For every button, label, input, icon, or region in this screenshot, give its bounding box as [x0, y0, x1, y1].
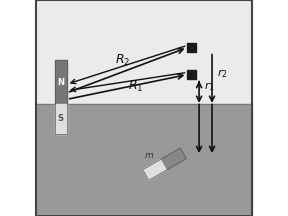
Bar: [55, 60, 67, 104]
Text: N: N: [57, 78, 64, 87]
Bar: [36, 104, 252, 216]
Bar: [143, 159, 168, 180]
Text: $R_1$: $R_1$: [128, 79, 143, 94]
Bar: [162, 148, 186, 169]
Text: $r_1$: $r_1$: [204, 80, 215, 93]
Bar: [55, 104, 67, 134]
Bar: [187, 43, 196, 52]
Text: $r_2$: $r_2$: [217, 67, 228, 80]
Text: m: m: [145, 151, 154, 160]
Bar: [55, 60, 67, 134]
Bar: [187, 70, 196, 79]
Bar: [143, 148, 186, 180]
Bar: [36, 0, 252, 104]
Text: $R_2$: $R_2$: [115, 53, 130, 68]
Text: S: S: [58, 114, 64, 123]
